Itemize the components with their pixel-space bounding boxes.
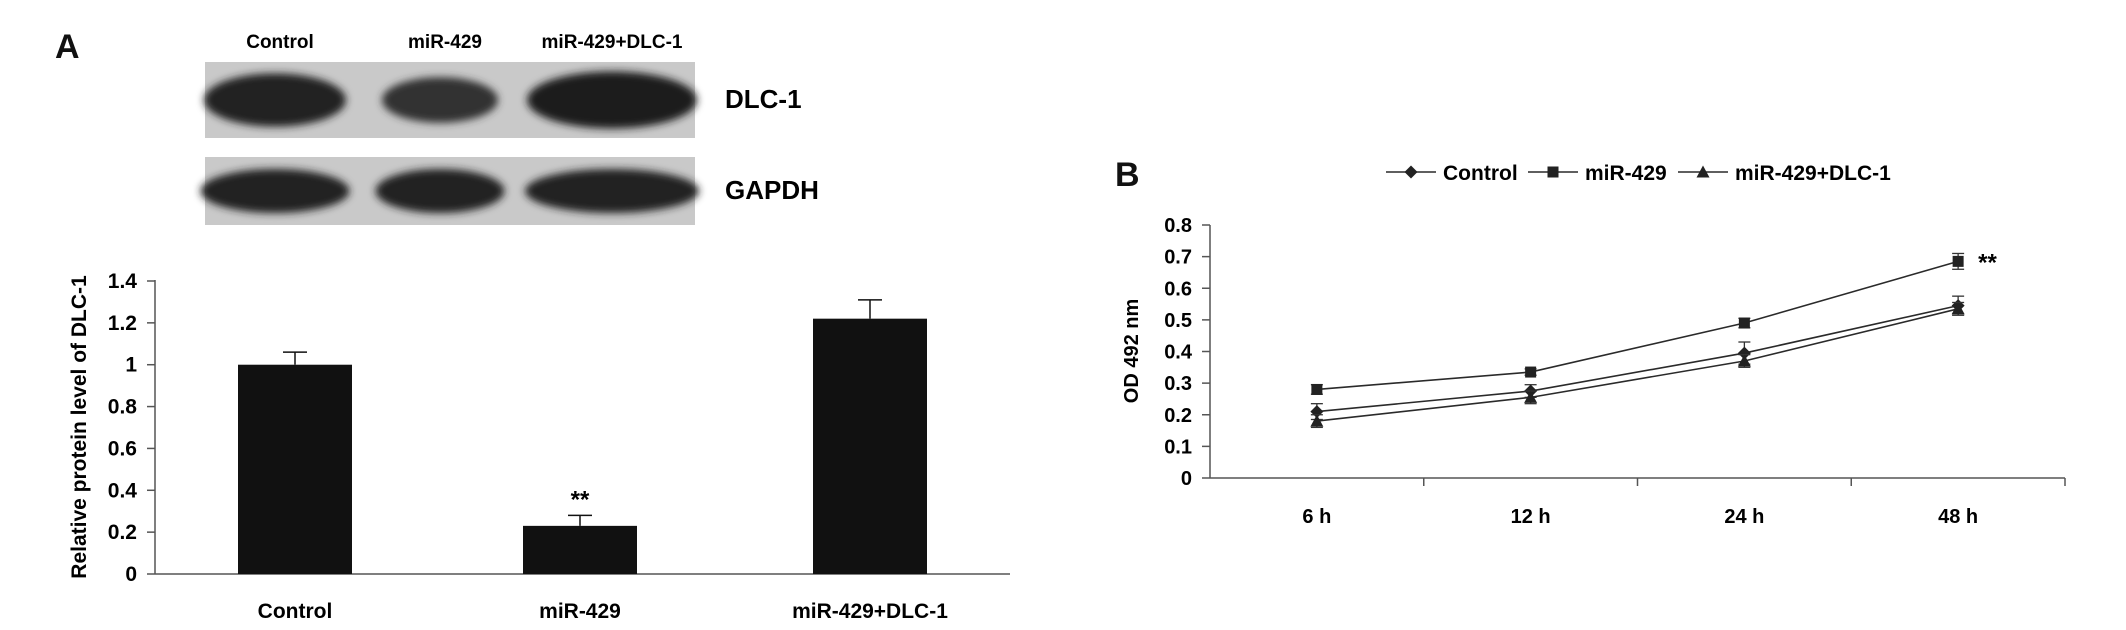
x-ticks: 6 h 12 h 24 h 48 h: [1302, 478, 2066, 528]
y-tick-label: 0.8: [108, 396, 138, 419]
y-tick-label: 0.6: [108, 437, 137, 460]
significance-label: **: [1978, 249, 1997, 276]
data-point: [1310, 414, 1324, 427]
legend-label: Control: [1443, 162, 1518, 185]
blot-band: [204, 73, 346, 127]
series-line: [1316, 260, 1959, 391]
data-point: [1737, 354, 1751, 367]
legend-label: miR-429+DLC-1: [1735, 162, 1891, 185]
data-point: [1738, 317, 1750, 329]
x-tick-label: 6 h: [1302, 506, 1331, 528]
blot-band: [200, 169, 350, 213]
data-point: [1311, 383, 1323, 395]
annotations: **: [1978, 249, 1997, 276]
annotations: **: [571, 486, 590, 513]
y-tick-label: 1: [125, 354, 137, 377]
data-point: [1524, 390, 1538, 403]
y-tick-label: 0.8: [1164, 215, 1192, 237]
y-tick-label: 0.2: [1164, 405, 1192, 427]
x-tick-label: Control: [258, 600, 333, 623]
bar: [523, 525, 637, 574]
error-bars: [283, 299, 882, 526]
y-tick-label: 0.5: [1164, 310, 1192, 332]
legend-marker: [1696, 165, 1710, 178]
y-tick-label: 0.6: [1164, 278, 1192, 300]
panel-b-letter: B: [1115, 156, 1140, 194]
bars: [238, 318, 927, 574]
blot-band: [525, 169, 699, 213]
blot-column-label: Control: [246, 32, 314, 53]
blot-column-label: miR-429: [408, 32, 482, 53]
y-axis-label: Relative protein level of DLC-1: [68, 275, 91, 579]
y-tick-label: 0.3: [1164, 373, 1192, 395]
y-tick-label: 0.1: [1164, 436, 1192, 458]
blot-band: [527, 71, 697, 129]
y-tick-label: 1.4: [108, 270, 138, 293]
significance-label: **: [571, 486, 590, 513]
y-tick-label: 0.2: [108, 521, 137, 544]
blot-band: [375, 169, 505, 213]
y-tick-label: 0: [1181, 468, 1192, 490]
blot-bands-dlc1: [204, 71, 697, 129]
y-ticks: 0 0.1 0.2 0.3 0.4 0.5 0.6 0.7 0.8: [1164, 215, 1210, 490]
bar-chart: Relative protein level of DLC-1 00.20.40…: [68, 270, 1010, 623]
line-chart: OD 492 nm Control miR-429 miR-429+DLC-1 00…: [1121, 162, 2066, 528]
x-tick-label: miR-429: [539, 600, 621, 623]
blot-column-label: miR-429+DLC-1: [542, 32, 683, 53]
legend-label: miR-429: [1585, 162, 1667, 185]
y-axis-label: OD 492 nm: [1121, 299, 1143, 403]
y-tick-label: 1.2: [108, 312, 137, 335]
series: [1310, 252, 1965, 429]
data-point: [1952, 255, 1964, 267]
legend: Control miR-429 miR-429+DLC-1: [1386, 162, 1891, 185]
western-blot: Control miR-429 miR-429+DLC-1 DLC-1 GAPD…: [200, 32, 819, 225]
panel-a-letter: A: [55, 28, 80, 66]
y-tick-label: 0: [125, 563, 137, 586]
bar: [813, 318, 927, 574]
legend-marker: [1404, 165, 1418, 179]
blot-row-label: DLC-1: [725, 84, 802, 114]
data-point: [1951, 302, 1965, 315]
x-tick-label: miR-429+DLC-1: [792, 600, 948, 623]
x-tick-labels: Control miR-429 miR-429+DLC-1: [258, 600, 949, 623]
y-tick-label: 0.4: [108, 479, 138, 502]
data-point: [1525, 366, 1537, 378]
y-tick-label: 0.7: [1164, 247, 1192, 269]
series-line: [1316, 308, 1959, 422]
x-tick-label: 12 h: [1511, 506, 1551, 528]
x-tick-label: 24 h: [1724, 506, 1764, 528]
blot-band: [382, 77, 498, 123]
y-tick-label: 0.4: [1164, 342, 1193, 364]
data-point: [1737, 346, 1751, 360]
y-ticks: 0 0.2 0.4 0.6 0.8 1 1.2 1.4: [108, 270, 155, 586]
x-tick-label: 48 h: [1938, 506, 1978, 528]
bar: [238, 364, 352, 574]
legend-marker: [1547, 166, 1559, 178]
blot-bands-gapdh: [200, 169, 699, 213]
blot-row-label: GAPDH: [725, 175, 819, 205]
series-line: [1316, 304, 1959, 413]
